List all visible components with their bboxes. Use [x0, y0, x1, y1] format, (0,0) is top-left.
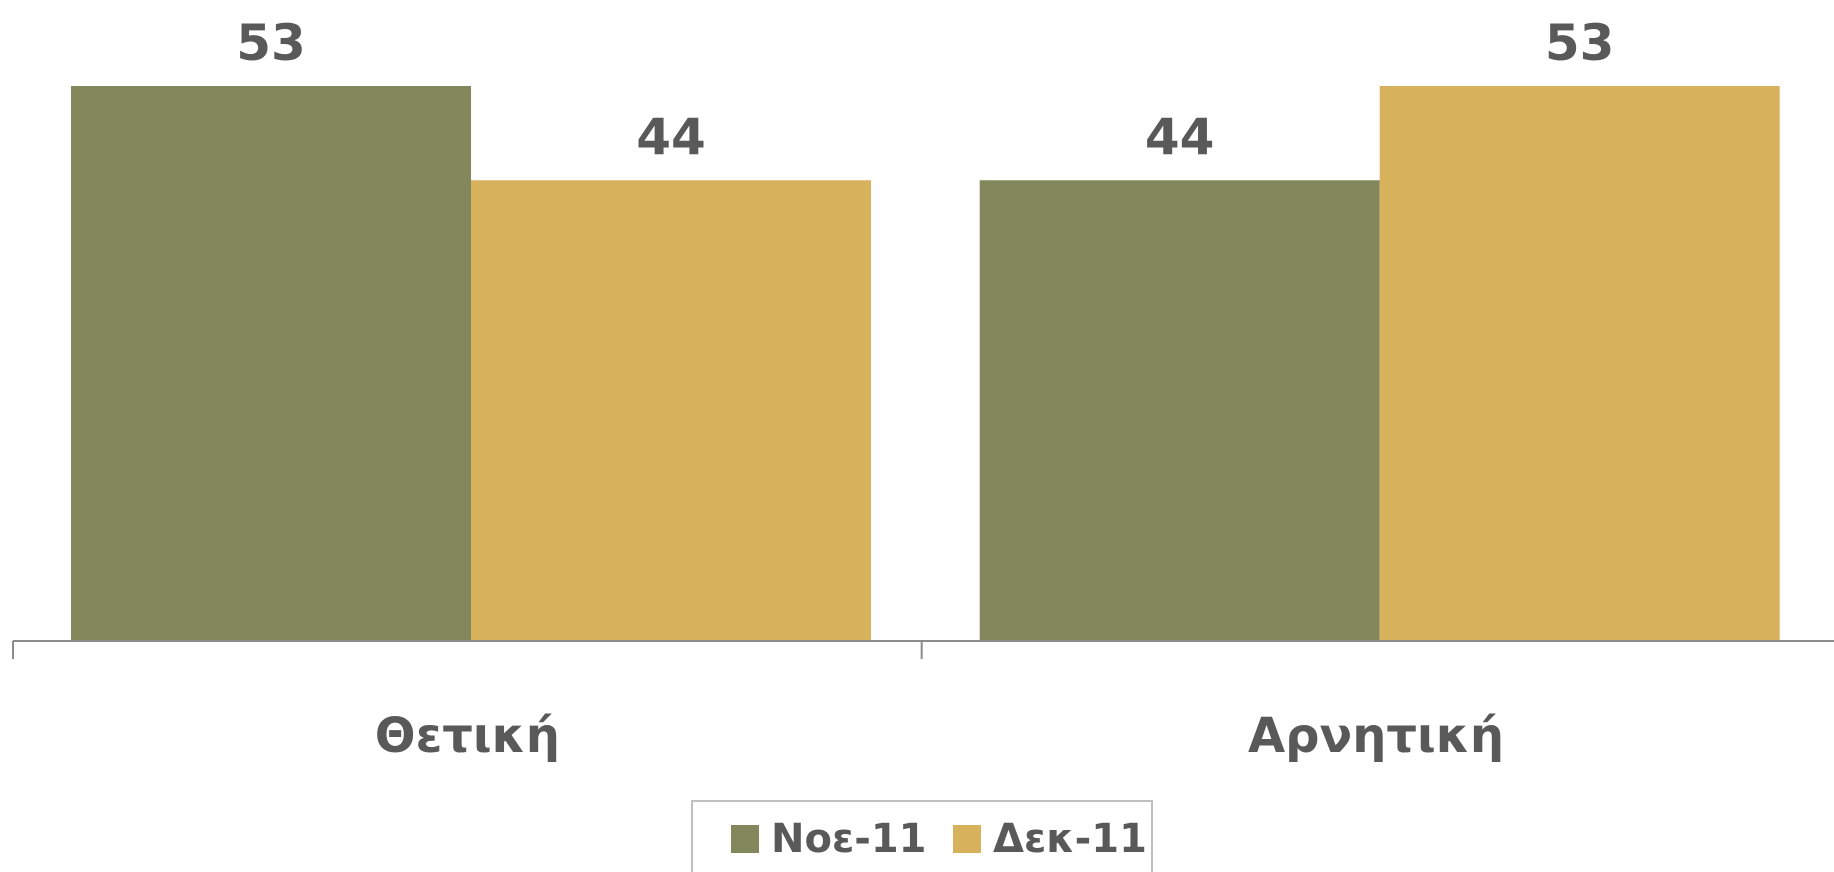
category-label: Θετική: [375, 708, 560, 764]
category-label: Αρνητική: [1248, 708, 1504, 764]
legend-box: [691, 800, 1153, 872]
bar-1-series-2: [471, 180, 871, 641]
data-label: 44: [636, 108, 706, 166]
legend: Νοε-11 Δεκ-11: [691, 800, 1153, 872]
bar-2-series-1: [979, 180, 1380, 641]
category-labels-group: Θετική Αρνητική: [375, 708, 1504, 764]
data-labels-group: 53 44 44 53: [236, 14, 1614, 166]
legend-swatch: [953, 825, 981, 853]
data-label: 44: [1145, 108, 1215, 166]
legend-label: Νοε-11: [771, 816, 927, 862]
legend-swatch: [731, 825, 759, 853]
bars-group: [71, 86, 1780, 641]
legend-label: Δεκ-11: [993, 816, 1147, 862]
bar-1-series-1: [71, 86, 471, 641]
data-label: 53: [1545, 14, 1615, 72]
x-axis: [12, 640, 1834, 659]
bar-2-series-2: [1379, 86, 1780, 641]
data-label: 53: [236, 14, 306, 72]
